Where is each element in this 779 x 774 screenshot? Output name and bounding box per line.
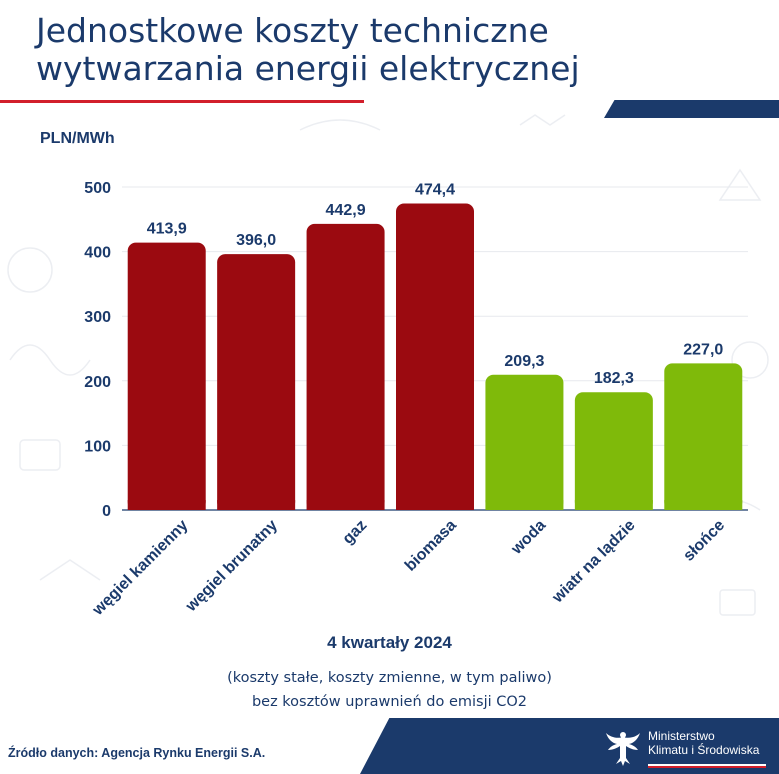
bar-base [396,500,474,510]
title-red-rule [0,100,364,103]
note-line-2: bez kosztów uprawnień do emisji CO2 [251,694,528,710]
x-tick-label: woda [508,517,550,559]
bar-base [574,500,653,510]
x-tick-label: gaz [340,517,371,548]
bar [485,374,564,510]
bar [217,254,296,510]
ministry-name-line-1: Ministerstwo [648,729,715,743]
value-label: 474,4 [415,182,455,199]
y-tick-label: 400 [84,245,111,262]
value-label: 413,9 [147,221,187,238]
bar [127,242,206,510]
header-navy-tab [604,100,779,118]
ministry-name-line-2: Klimatu i Środowiska [648,743,760,757]
title-block: Jednostkowe koszty techniczne wytwarzani… [36,12,580,88]
y-tick-label: 100 [84,438,111,455]
value-label: 396,0 [236,232,276,249]
bar-base [217,500,296,510]
value-label: 227,0 [683,341,723,358]
y-tick-label: 500 [84,180,111,197]
value-label: 182,3 [594,370,634,387]
bar-chart: 0 100 200 300 400 500 413,9 węgiel kamienny 396,… [84,180,748,620]
bar-base [306,500,385,510]
bar-base [127,500,206,510]
x-axis-title: 4 kwartały 2024 [327,633,452,652]
note-line-1: (koszty stałe, koszty zmienne, w tym pal… [227,670,552,686]
title-line-1: Jednostkowe koszty techniczne [36,11,549,50]
x-tick-label: węgiel brunatny [182,517,281,616]
y-tick-label: 200 [84,374,111,391]
ministry-flag-rule [648,764,766,768]
y-axis-unit-label: PLN/MWh [40,130,115,147]
bar [574,392,653,510]
bar [664,363,743,510]
bar-base [664,500,743,510]
x-tick-label: biomasa [402,517,460,575]
ministry-name: Ministerstwo Klimatu i Środowiska [648,729,759,757]
value-label: 209,3 [504,353,544,370]
bar [396,203,474,510]
x-tick-label: wiatr na lądzie [549,517,639,607]
x-tick-label: słońce [680,517,728,565]
x-tick-label: węgiel kamienny [89,517,192,620]
bar [306,223,385,510]
y-tick-label: 300 [84,309,111,326]
ministry-logo: Ministerstwo Klimatu i Środowiska [604,726,774,770]
bar-base [485,500,564,510]
y-tick-label: 0 [102,503,111,520]
polish-eagle-emblem-icon [606,732,640,766]
title-line-2: wytwarzania energii elektrycznej [36,49,580,88]
data-source: Źródło danych: Agencja Rynku Energii S.A… [8,746,266,760]
value-label: 442,9 [326,202,366,219]
